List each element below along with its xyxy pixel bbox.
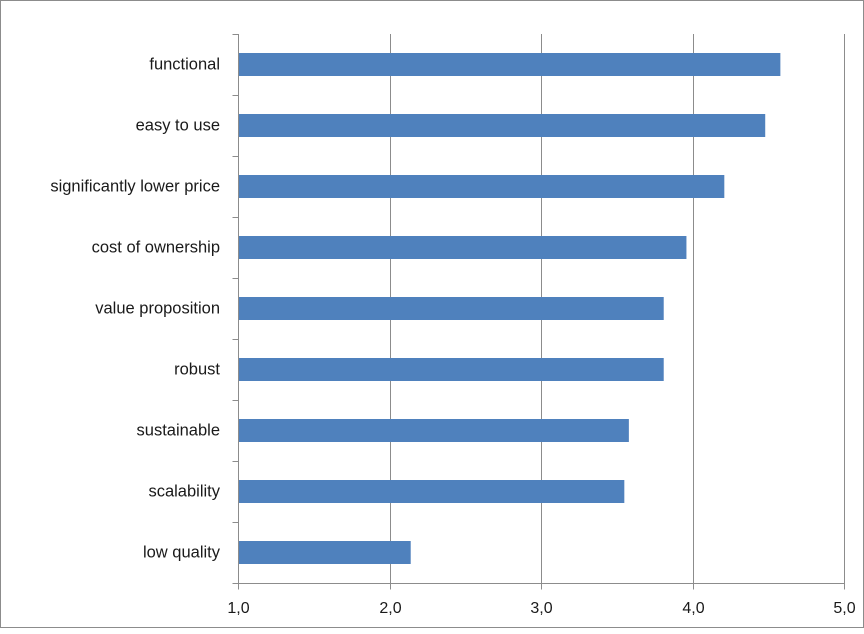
axes [232,34,845,590]
bars [238,53,781,564]
x-tick-label: 5,0 [833,600,855,617]
bar-cost-of-ownership [238,236,687,259]
bar-robust [238,358,664,381]
category-label: sustainable [137,422,220,440]
category-label: cost of ownership [92,239,220,257]
category-label: significantly lower price [50,178,220,196]
bar-value-proposition [238,297,664,320]
bar-sustainable [238,419,629,442]
bar-functional [238,53,781,76]
category-labels: functional easy to use significantly lower… [50,56,220,562]
category-label: low quality [143,544,221,562]
bar-low-quality [238,541,411,564]
x-tick-label: 3,0 [530,600,552,617]
category-label: scalability [148,483,220,501]
bar-easy-to-use [238,114,766,137]
category-label: robust [174,361,220,379]
category-label: easy to use [136,117,220,135]
x-tick-labels: 1,0 2,0 3,0 4,0 5,0 [227,600,855,617]
category-label: functional [149,56,220,74]
x-tick-label: 1,0 [227,600,249,617]
bar-scalability [238,480,625,503]
category-label: value proposition [95,300,220,318]
x-tick-label: 2,0 [379,600,401,617]
bar-significantly-lower-price [238,175,725,198]
x-tick-label: 4,0 [682,600,704,617]
